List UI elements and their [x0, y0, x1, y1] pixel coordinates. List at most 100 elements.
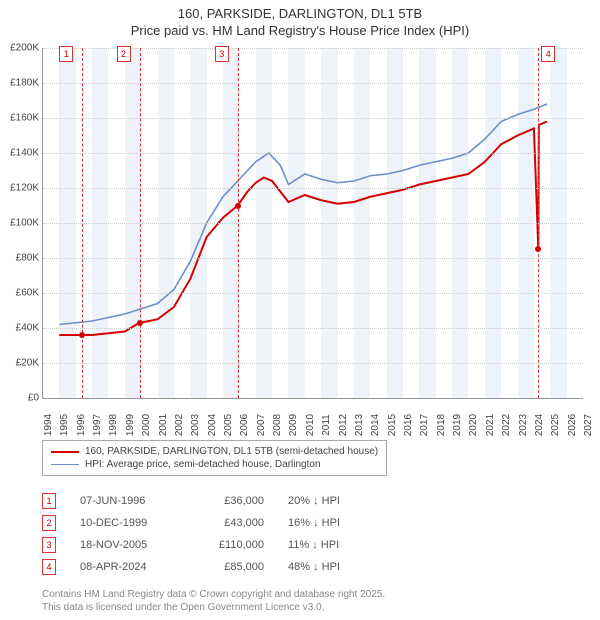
y-axis-label: £200K — [1, 43, 39, 54]
x-axis-label: 2015 — [387, 414, 398, 436]
series-hpi — [59, 104, 547, 325]
series-dot — [79, 332, 85, 338]
gridline — [43, 363, 583, 364]
x-axis-label: 2021 — [485, 414, 496, 436]
marker-line — [140, 48, 141, 398]
x-axis-label: 2018 — [436, 414, 447, 436]
x-axis-label: 1996 — [76, 414, 87, 436]
legend-swatch — [51, 451, 79, 453]
y-axis-label: £140K — [1, 148, 39, 159]
x-axis-label: 1997 — [92, 414, 103, 436]
x-axis-label: 2014 — [370, 414, 381, 436]
transaction-price: £43,000 — [194, 517, 264, 529]
legend: 160, PARKSIDE, DARLINGTON, DL1 5TB (semi… — [42, 440, 387, 476]
transaction-marker: 1 — [42, 493, 56, 509]
y-axis-label: £120K — [1, 183, 39, 194]
y-axis-label: £40K — [1, 323, 39, 334]
transaction-marker: 2 — [42, 515, 56, 531]
x-axis-label: 1998 — [108, 414, 119, 436]
marker-box: 2 — [117, 46, 131, 62]
x-axis-label: 2020 — [468, 414, 479, 436]
x-axis-label: 2027 — [583, 414, 594, 436]
transaction-row: 210-DEC-1999£43,00016% ↓ HPI — [42, 512, 378, 534]
x-axis-label: 2017 — [419, 414, 430, 436]
gridline — [43, 293, 583, 294]
title-line1: 160, PARKSIDE, DARLINGTON, DL1 5TB — [0, 6, 600, 23]
gridline — [43, 258, 583, 259]
x-axis-label: 2007 — [256, 414, 267, 436]
gridline — [43, 83, 583, 84]
x-axis-label: 2024 — [534, 414, 545, 436]
y-axis-label: £0 — [1, 393, 39, 404]
x-axis-label: 1995 — [59, 414, 70, 436]
transaction-diff: 48% ↓ HPI — [288, 561, 378, 573]
x-axis-label: 2013 — [354, 414, 365, 436]
y-axis-label: £60K — [1, 288, 39, 299]
transaction-row: 4 08-APR-2024 £85,000 48% ↓ HPI — [42, 556, 378, 578]
y-axis-label: £100K — [1, 218, 39, 229]
title-line2: Price paid vs. HM Land Registry's House … — [0, 23, 600, 40]
x-axis-label: 2012 — [338, 414, 349, 436]
legend-swatch — [51, 464, 79, 465]
legend-label: HPI: Average price, semi-detached house,… — [85, 459, 321, 470]
marker-line — [82, 48, 83, 398]
gridline — [43, 153, 583, 154]
transaction-price: £85,000 — [194, 561, 264, 573]
y-axis-label: £20K — [1, 358, 39, 369]
x-axis-label: 1999 — [125, 414, 136, 436]
x-axis-label: 2022 — [501, 414, 512, 436]
y-axis-label: £160K — [1, 113, 39, 124]
x-axis-label: 1994 — [43, 414, 54, 436]
legend-item: HPI: Average price, semi-detached house,… — [51, 458, 378, 471]
x-axis-label: 2003 — [190, 414, 201, 436]
footer-line2: This data is licensed under the Open Gov… — [42, 601, 385, 614]
footer-attribution: Contains HM Land Registry data © Crown c… — [42, 588, 385, 614]
x-axis-label: 2023 — [518, 414, 529, 436]
transaction-price: £36,000 — [194, 495, 264, 507]
transaction-date: 08-APR-2024 — [80, 561, 170, 573]
gridline — [43, 118, 583, 119]
chart-title: 160, PARKSIDE, DARLINGTON, DL1 5TB Price… — [0, 0, 600, 40]
x-axis-label: 2009 — [288, 414, 299, 436]
chart-area: £0£20K£40K£60K£80K£100K£120K£140K£160K£1… — [42, 48, 582, 398]
plot-region: £0£20K£40K£60K£80K£100K£120K£140K£160K£1… — [42, 48, 583, 399]
x-axis-label: 2025 — [550, 414, 561, 436]
x-axis-label: 2005 — [223, 414, 234, 436]
x-axis-label: 2010 — [305, 414, 316, 436]
marker-line — [538, 48, 539, 398]
x-axis-label: 2026 — [567, 414, 578, 436]
transaction-date: 07-JUN-1996 — [80, 495, 170, 507]
legend-label: 160, PARKSIDE, DARLINGTON, DL1 5TB (semi… — [85, 446, 378, 457]
series-dot — [235, 203, 241, 209]
marker-line — [238, 48, 239, 398]
footer-line1: Contains HM Land Registry data © Crown c… — [42, 588, 385, 601]
transaction-row: 3 18-NOV-2005 £110,000 11% ↓ HPI — [42, 534, 378, 556]
transaction-diff: 20% ↓ HPI — [288, 495, 378, 507]
x-axis-label: 2001 — [158, 414, 169, 436]
transaction-marker: 4 — [42, 559, 56, 575]
transaction-date: 10-DEC-1999 — [80, 517, 170, 529]
x-axis-label: 2019 — [452, 414, 463, 436]
transaction-date: 18-NOV-2005 — [80, 539, 170, 551]
x-axis-label: 2016 — [403, 414, 414, 436]
transaction-marker: 3 — [42, 537, 56, 553]
legend-item: 160, PARKSIDE, DARLINGTON, DL1 5TB (semi… — [51, 445, 378, 458]
gridline — [43, 328, 583, 329]
series-dot — [535, 246, 541, 252]
marker-box: 4 — [541, 46, 555, 62]
transaction-row: 1 07-JUN-1996 £36,000 20% ↓ HPI — [42, 490, 378, 512]
transactions-table: 1 07-JUN-1996 £36,000 20% ↓ HPI 2 10-DEC-1999… — [42, 490, 378, 578]
x-axis-label: 2011 — [321, 414, 332, 436]
y-axis-label: £180K — [1, 78, 39, 89]
x-axis-label: 2008 — [272, 414, 283, 436]
y-axis-label: £80K — [1, 253, 39, 264]
transaction-diff: 11% ↓ HPI — [288, 539, 378, 551]
series-dot — [137, 320, 143, 326]
marker-box: 3 — [215, 46, 229, 62]
x-axis-label: 2004 — [207, 414, 218, 436]
x-axis-label: 2006 — [239, 414, 250, 436]
marker-box: 1 — [59, 46, 73, 62]
gridline — [43, 223, 583, 224]
x-axis-label: 2002 — [174, 414, 185, 436]
transaction-price: £110,000 — [194, 539, 264, 551]
